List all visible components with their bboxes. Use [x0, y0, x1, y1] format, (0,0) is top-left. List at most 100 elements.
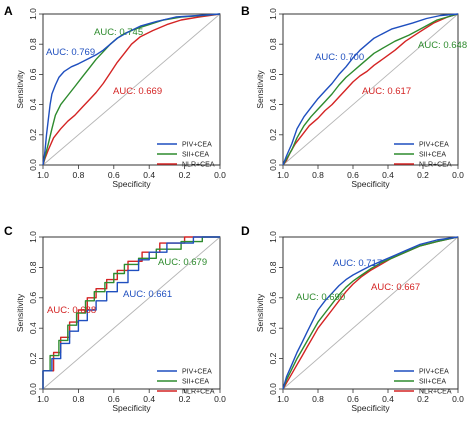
x-tick-label: 0.4 [143, 170, 155, 180]
x-tick-label: 1.0 [37, 394, 49, 404]
panel-letter: A [4, 4, 13, 18]
y-axis-label: Sensitivity [15, 70, 25, 109]
y-tick-label: 0.8 [28, 261, 38, 273]
reference-line [282, 236, 459, 390]
legend-entry: PIV+CEA [182, 369, 212, 376]
roc-curve-nlr-cea [42, 13, 221, 166]
auc-label: AUC: 0.745 [94, 27, 143, 38]
auc-label: AUC: 0.717 [333, 258, 382, 269]
legend-entry: PIV+CEA [419, 369, 449, 376]
x-tick-label: 1.0 [277, 170, 289, 180]
y-tick-label: 1.0 [28, 231, 38, 243]
x-tick-label: 0.4 [382, 394, 394, 404]
y-tick-label: 0.0 [268, 383, 278, 395]
y-axis-label: Sensitivity [15, 293, 25, 332]
y-tick-label: 0.8 [28, 38, 38, 50]
x-tick-label: 0.6 [347, 170, 359, 180]
roc-panel-c: 0.0 0.2 0.4 0.6 0.8 1.0 1.0 0.8 0.6 0.4 0.2 0.0 Sens… [15, 231, 226, 413]
legend-entry: SII+CEA [419, 379, 446, 386]
y-tick-label: 1.0 [268, 8, 278, 20]
legend: PIV+CEA SII+CEA NLR+CEA [157, 369, 215, 396]
x-tick-label: 0.2 [179, 394, 191, 404]
roc-curve-piv-cea [42, 236, 220, 389]
x-tick-label: 0.6 [108, 170, 120, 180]
panel-letter: B [241, 4, 250, 18]
roc-curve-piv-cea [282, 13, 459, 166]
auc-label: AUC: 0.769 [46, 47, 95, 58]
roc-panel-a: 0.0 0.2 0.4 0.6 0.8 1.0 1.0 0.8 0.6 0.4 0.2 0.0 Sens… [15, 8, 226, 189]
y-tick-label: 0.2 [28, 352, 38, 364]
x-tick-label: 1.0 [37, 170, 49, 180]
legend-entry: NLR+CEA [182, 389, 215, 396]
y-tick-label: 0.4 [28, 98, 38, 110]
y-tick-label: 0.4 [28, 322, 38, 334]
x-tick-label: 0.0 [452, 170, 464, 180]
x-tick-label: 0.0 [452, 394, 464, 404]
x-tick-label: 0.4 [143, 394, 155, 404]
x-tick-label: 0.8 [72, 394, 84, 404]
legend-entry: SII+CEA [182, 379, 209, 386]
roc-curve-sii-cea [282, 236, 459, 390]
auc-label: AUC: 0.688 [47, 305, 96, 316]
y-tick-label: 0.6 [28, 68, 38, 80]
x-axis-label: Specificity [112, 179, 151, 189]
auc-label: AUC: 0.690 [296, 292, 345, 303]
y-tick-label: 0.4 [268, 322, 278, 334]
x-tick-label: 0.4 [382, 170, 394, 180]
x-axis-label: Specificity [351, 403, 390, 413]
legend-entry: NLR+CEA [182, 162, 215, 169]
y-tick-label: 0.0 [28, 383, 38, 395]
legend: PIV+CEA SII+CEA NLR+CEA [157, 142, 215, 169]
panel-letter: C [4, 224, 13, 238]
legend-entry: NLR+CEA [419, 389, 452, 396]
y-tick-label: 0.0 [28, 159, 38, 171]
x-tick-label: 0.2 [179, 170, 191, 180]
auc-label: AUC: 0.679 [158, 257, 207, 268]
y-tick-label: 1.0 [268, 231, 278, 243]
reference-line [42, 13, 221, 166]
x-tick-label: 0.8 [312, 170, 324, 180]
legend: PIV+CEA SII+CEA NLR+CEA [394, 369, 452, 396]
y-tick-label: 0.2 [268, 352, 278, 364]
y-tick-label: 0.4 [268, 98, 278, 110]
x-tick-label: 0.6 [347, 394, 359, 404]
plot-frame [282, 236, 459, 390]
legend-entry: PIV+CEA [419, 142, 449, 149]
roc-curve-sii-cea [282, 13, 459, 166]
legend-entry: NLR+CEA [419, 162, 452, 169]
roc-curve-piv-cea [282, 236, 459, 390]
x-axis-label: Specificity [112, 403, 151, 413]
roc-curve-piv-cea [42, 13, 221, 166]
plot-frame [282, 13, 459, 166]
x-tick-label: 0.2 [417, 170, 429, 180]
y-tick-label: 0.2 [268, 129, 278, 141]
auc-label: AUC: 0.661 [123, 289, 172, 300]
roc-panel-b: 0.0 0.2 0.4 0.6 0.8 1.0 1.0 0.8 0.6 0.4 0.2 0.0 Sens… [255, 8, 467, 189]
auc-label: AUC: 0.667 [371, 282, 420, 293]
y-axis-label: Sensitivity [255, 70, 265, 109]
x-tick-label: 0.8 [312, 394, 324, 404]
x-tick-label: 0.0 [214, 394, 226, 404]
x-tick-label: 0.0 [214, 170, 226, 180]
reference-line [282, 13, 459, 166]
y-tick-label: 0.6 [28, 292, 38, 304]
x-tick-label: 0.2 [417, 394, 429, 404]
roc-curve-sii-cea [42, 236, 220, 389]
x-tick-label: 1.0 [277, 394, 289, 404]
plot-frame [42, 236, 221, 390]
y-tick-label: 1.0 [28, 8, 38, 20]
y-axis-label: Sensitivity [255, 293, 265, 332]
y-tick-label: 0.6 [268, 292, 278, 304]
legend: PIV+CEA SII+CEA NLR+CEA [394, 142, 452, 169]
reference-line [42, 236, 221, 390]
legend-entry: PIV+CEA [182, 142, 212, 149]
x-tick-label: 0.6 [108, 394, 120, 404]
auc-label: AUC: 0.669 [113, 86, 162, 97]
roc-panel-d: 0.0 0.2 0.4 0.6 0.8 1.0 1.0 0.8 0.6 0.4 0.2 0.0 Sens… [255, 231, 464, 413]
x-tick-label: 0.8 [72, 170, 84, 180]
y-tick-label: 0.8 [268, 261, 278, 273]
plot-frame [42, 13, 221, 166]
y-tick-label: 0.0 [268, 159, 278, 171]
auc-label: AUC: 0.700 [315, 52, 364, 63]
legend-entry: SII+CEA [419, 152, 446, 159]
